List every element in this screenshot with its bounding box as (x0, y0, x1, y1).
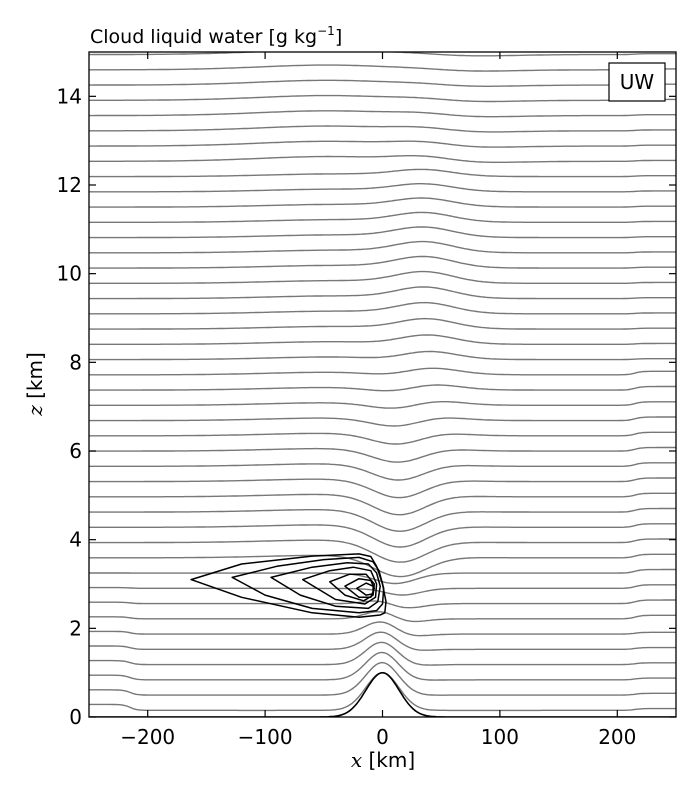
streamline (89, 350, 676, 361)
streamline (89, 64, 676, 72)
streamline (89, 79, 676, 87)
streamline (89, 492, 676, 516)
x-tick-label: −200 (120, 725, 175, 749)
cloud-contour (270, 561, 381, 610)
y-tick-label: 6 (69, 439, 82, 463)
y-tick-label: 4 (69, 528, 82, 552)
streamline (89, 431, 676, 445)
y-tick-label: 8 (69, 350, 82, 374)
y-tick-label: 2 (69, 616, 82, 640)
streamline (89, 610, 676, 623)
streamline (89, 651, 676, 681)
streamline (89, 538, 676, 563)
streamline (89, 462, 676, 481)
cloud-contour (344, 577, 376, 599)
x-axis-label: x [km] (351, 748, 415, 772)
streamline (89, 317, 676, 330)
x-tick-label: −100 (238, 725, 293, 749)
streamline (89, 211, 676, 223)
y-tick-label: 0 (69, 705, 82, 729)
y-axis-label: z [km] (23, 352, 47, 417)
streamline (89, 240, 676, 254)
streamline (89, 671, 676, 712)
plot-frame (88, 51, 677, 718)
panel-label: UW (620, 70, 655, 94)
cloud-contour (190, 553, 387, 619)
streamline (89, 183, 676, 193)
y-tick-label: 14 (57, 84, 82, 108)
terrain-profile (89, 671, 676, 717)
panel-label-box: UW (608, 62, 666, 102)
cloud-contour (301, 566, 378, 605)
chart-title: Cloud liquid water [g kg−1] (90, 24, 342, 48)
cloud-liquid-water-contours (190, 553, 387, 619)
streamline (89, 226, 676, 239)
streamline (89, 401, 676, 409)
streamline (89, 140, 676, 148)
streamline (89, 155, 676, 163)
streamline (89, 553, 676, 578)
streamline (89, 641, 676, 666)
streamline (89, 52, 676, 57)
x-tick-label: 200 (598, 725, 636, 749)
streamline (89, 286, 676, 300)
streamline (89, 446, 676, 463)
streamline (89, 621, 676, 637)
streamline (89, 94, 676, 103)
streamline (89, 523, 676, 548)
y-tick-label: 10 (57, 262, 82, 286)
streamline (89, 661, 676, 696)
x-tick-label: 100 (481, 725, 519, 749)
streamline (89, 270, 676, 284)
streamline (89, 367, 676, 376)
cloud-contour (355, 582, 374, 596)
y-tick-label: 12 (57, 173, 82, 197)
streamline (89, 197, 676, 208)
streamlines (89, 52, 676, 712)
streamline (89, 255, 676, 269)
streamline (89, 168, 676, 178)
streamline (89, 125, 676, 133)
x-tick-label: 0 (376, 725, 389, 749)
streamline (89, 477, 676, 499)
streamline (89, 110, 676, 118)
streamline (89, 334, 676, 345)
streamline (89, 507, 676, 532)
streamline (89, 416, 676, 427)
streamline (89, 631, 676, 651)
streamline (89, 584, 676, 596)
streamline (89, 301, 676, 315)
streamline (89, 384, 676, 392)
cloud-contour (231, 556, 385, 614)
axis-ticks: −200 −100 0 100 200 0 2 4 6 8 10 12 14 (57, 52, 676, 749)
